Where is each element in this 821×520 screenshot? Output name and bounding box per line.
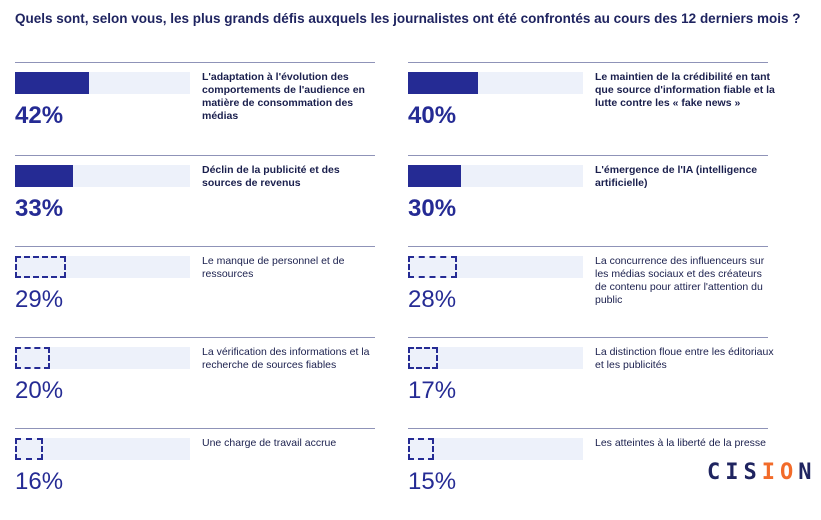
chart-item: 28% La concurrence des influenceurs sur … bbox=[408, 246, 768, 338]
category-label: Le manque de personnel et de ressources bbox=[202, 255, 345, 280]
value-label: 30% bbox=[408, 195, 457, 222]
bar-track bbox=[15, 256, 190, 278]
divider bbox=[15, 337, 375, 338]
divider bbox=[408, 337, 768, 338]
bar-track bbox=[15, 72, 190, 94]
bar-track bbox=[408, 256, 583, 278]
bar bbox=[15, 165, 73, 187]
bar bbox=[408, 438, 435, 460]
value-label: 33% bbox=[15, 195, 64, 222]
divider bbox=[15, 62, 375, 63]
bar bbox=[408, 72, 478, 94]
category-label: La vérification des informations et la r… bbox=[202, 346, 370, 371]
value-label: 15% bbox=[408, 468, 457, 495]
bar-track bbox=[15, 438, 190, 460]
cision-logo: CISION bbox=[707, 460, 817, 485]
bar bbox=[408, 256, 457, 278]
value-label: 17% bbox=[408, 377, 457, 404]
chart-item: 40% Le maintien de la crédibilité en tan… bbox=[408, 62, 775, 154]
value-label: 20% bbox=[15, 377, 64, 404]
chart-item: 17% La distinction floue entre les édito… bbox=[408, 337, 774, 429]
chart-item: 42% L'adaptation à l'évolution des compo… bbox=[15, 62, 375, 154]
category-label: La concurrence des influenceurs sur les … bbox=[595, 255, 765, 306]
chart-title: Quels sont, selon vous, les plus grands … bbox=[15, 11, 801, 26]
value-label: 40% bbox=[408, 102, 457, 129]
bar bbox=[408, 165, 461, 187]
bar bbox=[15, 438, 43, 460]
bar bbox=[15, 347, 50, 369]
category-label: L'émergence de l'IA (intelligence artifi… bbox=[595, 164, 758, 189]
category-label: Une charge de travail accrue bbox=[202, 437, 337, 449]
divider bbox=[408, 155, 768, 156]
chart-item: 16% Une charge de travail accrue bbox=[15, 428, 375, 520]
bar-track bbox=[15, 165, 190, 187]
category-label: Les atteintes à la liberté de la presse bbox=[595, 437, 767, 449]
divider bbox=[15, 428, 375, 429]
divider bbox=[408, 428, 768, 429]
chart-item: 29% Le manque de personnel et de ressour… bbox=[15, 246, 375, 338]
bar-track bbox=[15, 347, 190, 369]
chart-item: 15% Les atteintes à la liberté de la pre… bbox=[408, 428, 768, 520]
chart-item: 20% La vérification des informations et … bbox=[15, 337, 375, 429]
divider bbox=[408, 62, 768, 63]
divider bbox=[15, 246, 375, 247]
bar bbox=[408, 347, 438, 369]
bar-track bbox=[408, 165, 583, 187]
divider bbox=[15, 155, 375, 156]
divider bbox=[408, 246, 768, 247]
value-label: 42% bbox=[15, 102, 64, 129]
bar-track bbox=[408, 347, 583, 369]
value-label: 16% bbox=[15, 468, 64, 495]
bar-track bbox=[408, 438, 583, 460]
category-label: Le maintien de la crédibilité en tant qu… bbox=[595, 71, 775, 109]
category-label: L'adaptation à l'évolution des comportem… bbox=[202, 71, 365, 122]
value-label: 29% bbox=[15, 286, 64, 313]
category-label: Déclin de la publicité et des sources de… bbox=[202, 164, 340, 189]
bar bbox=[15, 256, 66, 278]
bar bbox=[15, 72, 89, 94]
bar-track bbox=[408, 72, 583, 94]
category-label: La distinction floue entre les éditoriau… bbox=[595, 346, 774, 371]
chart-item: 33% Déclin de la publicité et des source… bbox=[15, 155, 375, 247]
value-label: 28% bbox=[408, 286, 457, 313]
chart-item: 30% L'émergence de l'IA (intelligence ar… bbox=[408, 155, 768, 247]
